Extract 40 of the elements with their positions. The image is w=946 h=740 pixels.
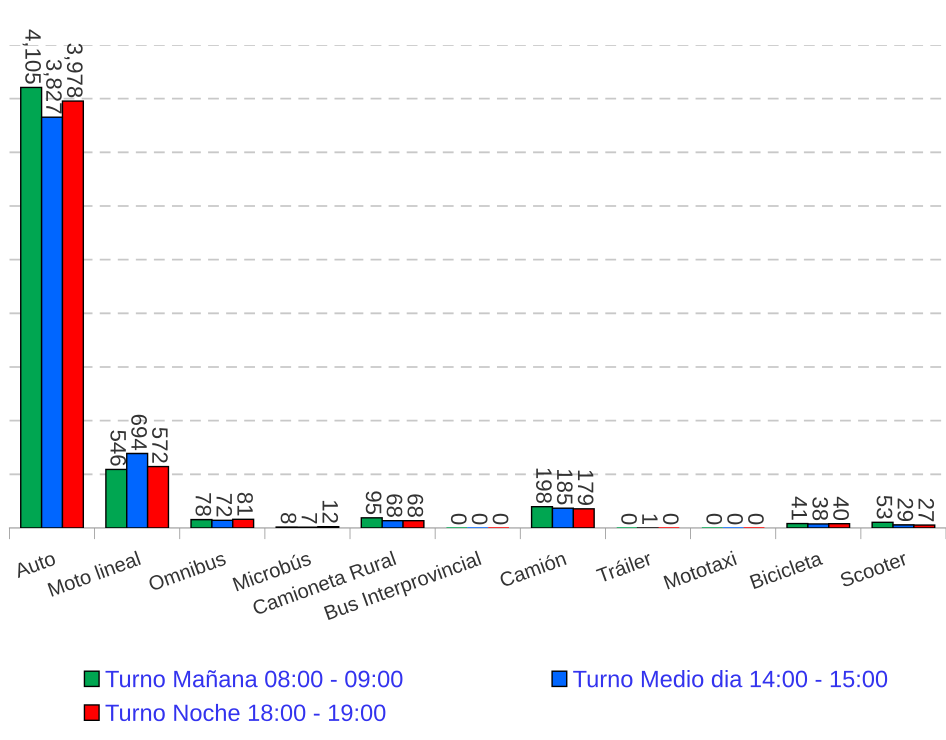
- data-label: 0: [748, 514, 764, 524]
- data-label: 3,827: [43, 60, 62, 114]
- data-label: 29: [897, 498, 914, 522]
- data-label: 198: [536, 468, 552, 503]
- legend-label: Turno Mañana 08:00 - 09:00: [106, 670, 402, 688]
- data-label: 27: [918, 498, 934, 522]
- data-label: 572: [152, 428, 168, 463]
- data-label: 68: [407, 494, 424, 517]
- data-label: 53: [876, 496, 892, 519]
- legend-label: Turno Noche 18:00 - 19:00: [106, 704, 386, 722]
- data-label: 546: [110, 430, 126, 466]
- x-tick-label: Camión: [498, 550, 567, 588]
- data-label: 7: [302, 513, 317, 524]
- x-tick-label: Tráiler: [595, 550, 653, 584]
- data-label: 8: [280, 512, 296, 524]
- data-label: 0: [492, 514, 508, 524]
- data-label: 694: [131, 414, 147, 450]
- data-label: 12: [322, 500, 338, 523]
- data-label: 0: [450, 514, 467, 524]
- data-label: 40: [833, 496, 849, 520]
- data-label: 68: [386, 494, 402, 517]
- data-label: 0: [472, 514, 488, 524]
- data-label: 41: [792, 496, 807, 520]
- data-label: 38: [812, 497, 828, 520]
- x-tick-label: Bicicleta: [749, 550, 824, 590]
- data-label: 0: [662, 514, 679, 524]
- data-label: 1: [642, 514, 658, 524]
- data-label: 3,978: [64, 43, 83, 98]
- data-label: 0: [727, 514, 743, 524]
- data-label: 78: [195, 493, 212, 516]
- data-label: 185: [556, 470, 573, 504]
- data-label: 0: [621, 514, 637, 524]
- data-label: 95: [366, 491, 382, 514]
- data-label: 179: [578, 470, 594, 505]
- data-label: 81: [237, 492, 253, 516]
- data-label: 72: [216, 494, 232, 516]
- data-label: 0: [706, 514, 722, 524]
- data-label: 4,105: [22, 30, 41, 84]
- x-tick-label: Scooter: [839, 550, 908, 588]
- legend-label: Turno Medio dia 14:00 - 15:00: [573, 670, 888, 688]
